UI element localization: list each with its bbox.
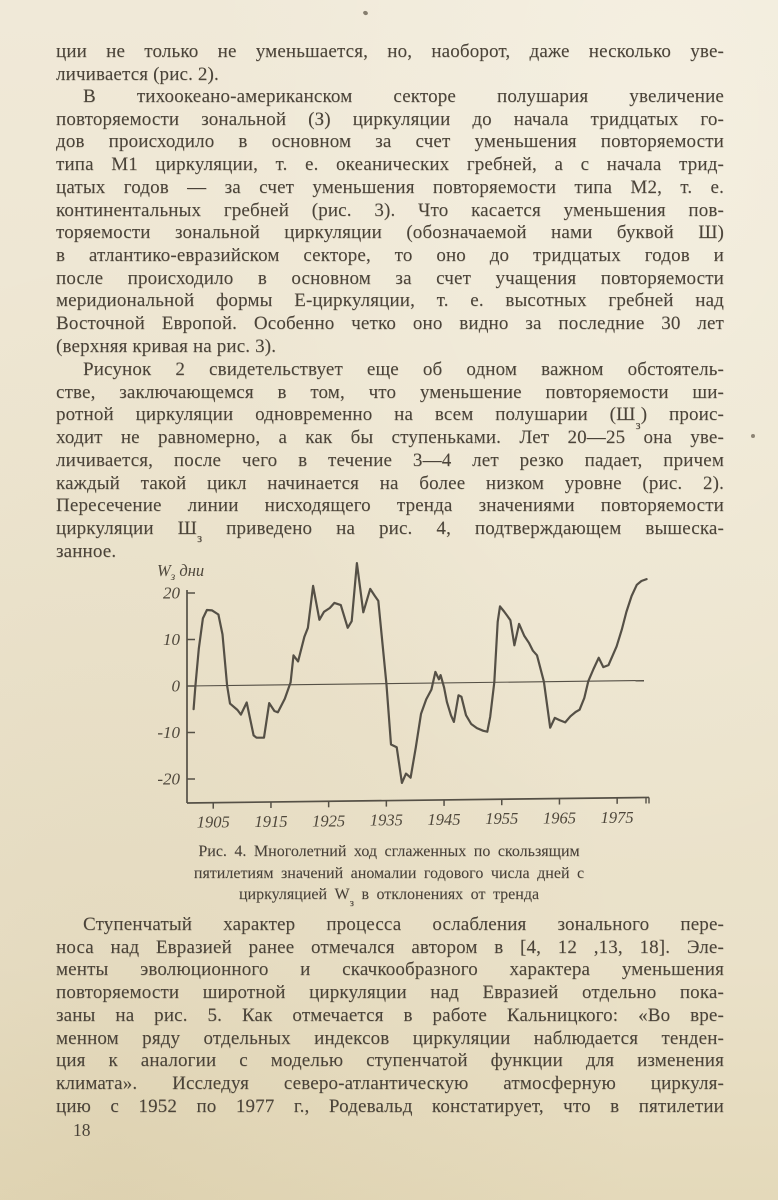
text-line: цию с 1952 по 1977 г., Родевальд констат… bbox=[56, 1095, 724, 1117]
text-line: Пересечение линии нисходящего тренда зна… bbox=[56, 495, 724, 517]
y-tick-label: -20 bbox=[157, 770, 180, 789]
caption-line: пятилетиям значений аномалии годового чи… bbox=[193, 864, 585, 882]
x-axis bbox=[186, 796, 650, 804]
x-tick-label: 1945 bbox=[428, 810, 461, 829]
caption-line: циркуляцией Wз в отклонениях от тренда bbox=[238, 886, 540, 910]
text-line: (верхняя кривая на рис. 3). bbox=[56, 335, 277, 357]
text-line: каждый такой цикл начинается на более ни… bbox=[56, 472, 724, 494]
text-line: стве, заключающемся в том, что уменьшени… bbox=[56, 381, 724, 403]
text-line: континентальных гребней (рис. 3). Что ка… bbox=[56, 199, 724, 221]
y-axis-label: Wз дни bbox=[157, 561, 204, 583]
text-line: ции не только не уменьшается, но, наобор… bbox=[56, 41, 724, 62]
chart-svg: 20 10 0 -10 -20 1905 1915 1925 1935 1945 1955 1965 1… bbox=[157, 561, 650, 832]
subscript: з bbox=[196, 530, 203, 546]
figure-4-caption: Рис. 4. Многолетний ход сглаженных по ск… bbox=[59, 841, 719, 910]
text-line: личивается (рис. 2). bbox=[56, 63, 219, 85]
scan-speck-top bbox=[362, 10, 369, 16]
y-tick-label: -10 bbox=[157, 723, 180, 742]
text-line: меридиональной формы Е-циркуляции, т. е.… bbox=[56, 290, 724, 312]
text-line: цатых годов — за счет уменьшения повторя… bbox=[56, 176, 724, 198]
paragraph-1: ции не только не уменьшается, но, наобор… bbox=[56, 41, 724, 86]
text-line: климата». Исследуя северо-атлантическую … bbox=[56, 1072, 724, 1094]
x-tick-label: 1965 bbox=[543, 809, 576, 828]
text-line: ция к аналогии с моделью ступенчатой фун… bbox=[56, 1050, 724, 1072]
zero-line bbox=[187, 679, 645, 687]
subscript: з bbox=[635, 416, 641, 432]
text-line: ротной циркуляции одновременно на всем п… bbox=[56, 404, 725, 432]
text-line: заны на рис. 5. Как отмечается в работе … bbox=[56, 1004, 724, 1026]
y-tick-label: 0 bbox=[172, 677, 181, 696]
text-line: Рисунок 2 свидетельствует еще об одном в… bbox=[83, 359, 724, 380]
x-tick-label: 1975 bbox=[601, 808, 634, 827]
text-line: Ступенчатый характер процесса ослабления… bbox=[83, 914, 724, 935]
data-curve bbox=[192, 561, 648, 784]
text-line: типа М1 циркуляции, т. е. океанических г… bbox=[56, 154, 724, 176]
x-tick-label: 1925 bbox=[312, 811, 345, 830]
x-tick-label: 1955 bbox=[485, 809, 518, 828]
text-line: занное. bbox=[56, 540, 117, 562]
text-line: в атлантико-евразийском секторе, то оно … bbox=[56, 244, 724, 266]
page-number: 18 bbox=[73, 1120, 91, 1140]
x-tick-label: 1915 bbox=[254, 812, 287, 831]
text-line: повторяемости зональной (З) циркуляции д… bbox=[56, 108, 724, 130]
figure-4-chart: 20 10 0 -10 -20 1905 1915 1925 1935 1945 1955 1965 1… bbox=[141, 556, 681, 841]
scan-speck-right bbox=[751, 434, 755, 438]
text-line: В тихоокеано-американском секторе полуша… bbox=[83, 86, 724, 107]
text-line: торяемости зональной циркуляции (обознач… bbox=[56, 222, 724, 244]
subscript: з bbox=[349, 897, 354, 910]
paragraph-3: Рисунок 2 свидетельствует еще об одном в… bbox=[56, 359, 724, 563]
paragraph-2: В тихоокеано-американском секторе полуша… bbox=[56, 86, 724, 358]
text-line: после происходило в основном за счет уча… bbox=[56, 267, 724, 289]
text-line: Восточной Европой. Особенно четко оно ви… bbox=[56, 313, 724, 335]
text-line: менном ряду отдельных индексов циркуляци… bbox=[56, 1027, 724, 1049]
text-line: циркуляции Шз приведено на рис. 4, подтв… bbox=[56, 517, 724, 546]
text-line: повторяемости широтной циркуляции над Ев… bbox=[56, 982, 724, 1004]
paragraph-4: Ступенчатый характер процесса ослабления… bbox=[56, 914, 724, 1118]
text-line: ходит не равномерно, а как бы ступенькам… bbox=[56, 427, 724, 449]
text-line: личивается, после чего в течение 3—4 лет… bbox=[56, 449, 724, 471]
text-line: менты эволюционного и скачкообразного ха… bbox=[56, 959, 724, 981]
y-tick-label: 20 bbox=[163, 584, 181, 603]
x-tick-label: 1905 bbox=[197, 813, 230, 832]
x-tick-label: 1935 bbox=[370, 811, 403, 830]
text-line: дов происходило в основном за счет умень… bbox=[56, 131, 724, 153]
caption-line: Рис. 4. Многолетний ход сглаженных по ск… bbox=[198, 843, 580, 860]
y-tick-label: 10 bbox=[163, 630, 181, 649]
text-line: носа над Евразией ранее отмечался авторо… bbox=[56, 936, 724, 958]
